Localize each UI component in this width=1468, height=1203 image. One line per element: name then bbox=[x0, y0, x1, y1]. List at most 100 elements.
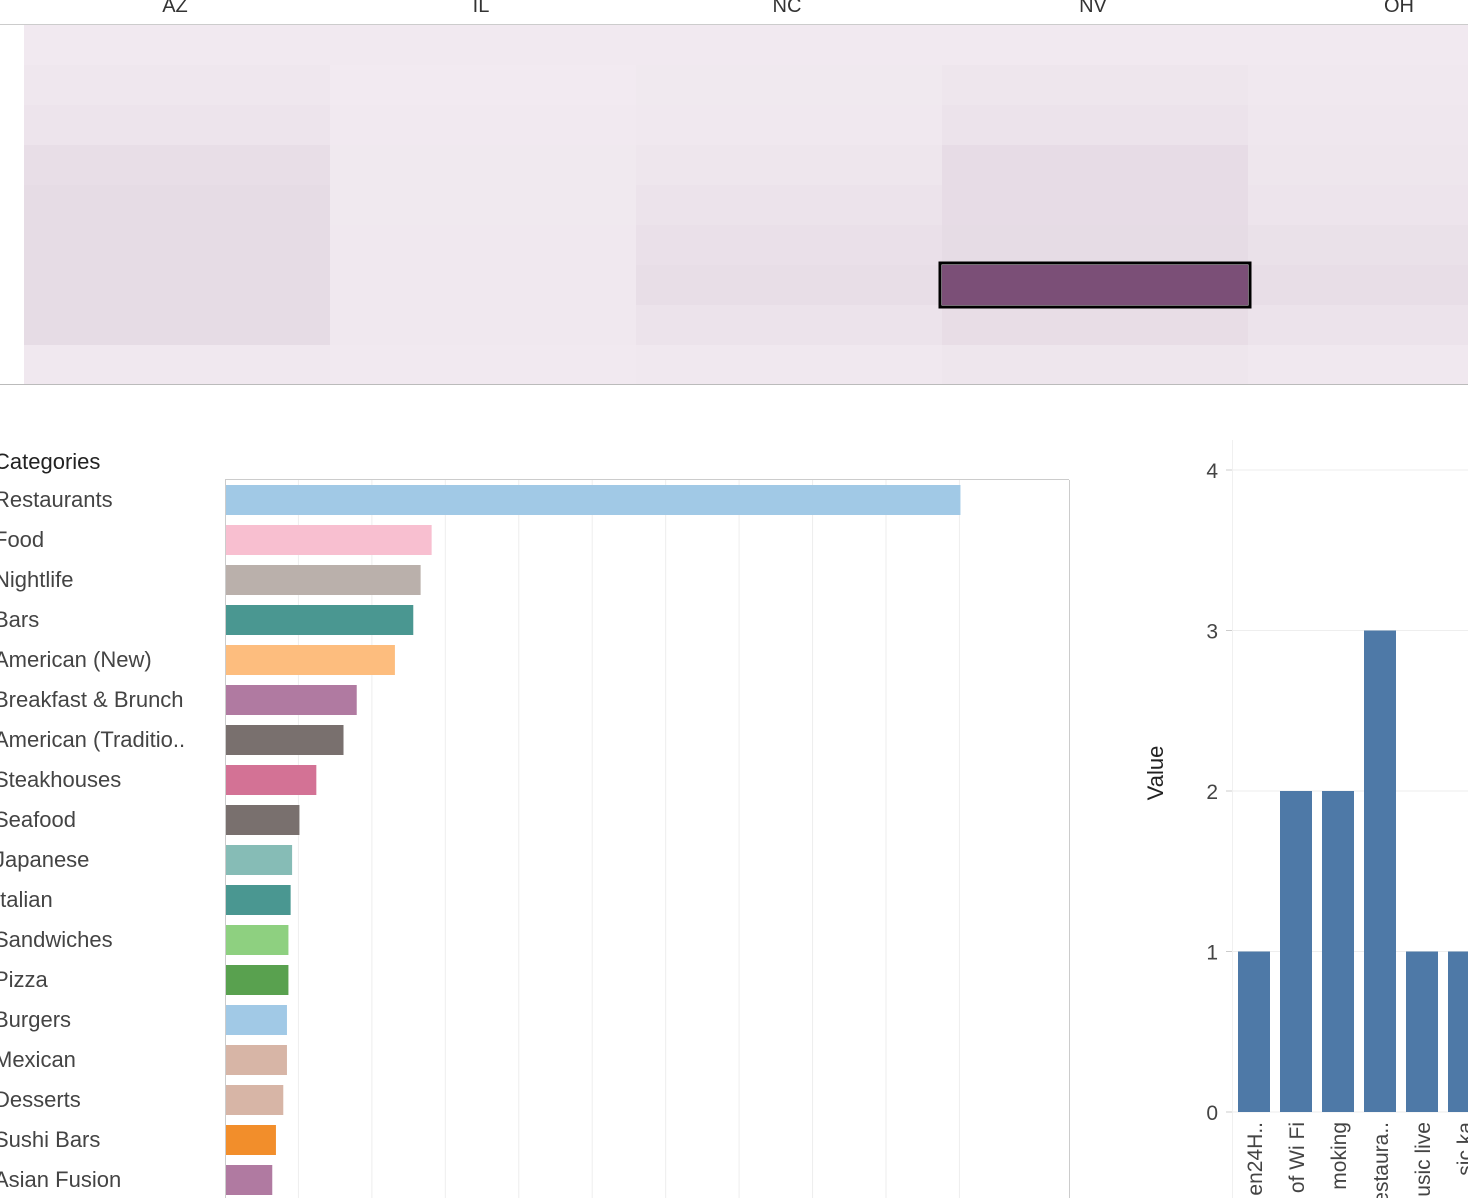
category-label: Bars bbox=[0, 607, 39, 632]
category-bar[interactable] bbox=[226, 525, 432, 555]
heatmap-cell[interactable] bbox=[24, 305, 330, 345]
category-bar[interactable] bbox=[226, 765, 317, 795]
heatmap-cell[interactable] bbox=[942, 25, 1248, 65]
category-label: Nightlife bbox=[0, 567, 73, 592]
category-bar[interactable] bbox=[226, 565, 421, 595]
category-bar[interactable] bbox=[226, 485, 961, 515]
category-bar[interactable] bbox=[226, 685, 357, 715]
category-label: Breakfast & Brunch bbox=[0, 687, 184, 712]
category-bar[interactable] bbox=[226, 885, 291, 915]
value-category-label: usic live bbox=[1412, 1122, 1435, 1197]
category-label: Desserts bbox=[0, 1087, 81, 1112]
value-bar[interactable] bbox=[1280, 791, 1312, 1112]
heatmap-column-label: NV bbox=[1079, 0, 1107, 17]
value-tick-label: 3 bbox=[1206, 621, 1218, 644]
category-bar[interactable] bbox=[226, 1005, 287, 1035]
category-bar[interactable] bbox=[226, 605, 414, 635]
state-heatmap: AZ IL NC NV OH bbox=[0, 0, 1468, 400]
heatmap-cell[interactable] bbox=[942, 225, 1248, 265]
heatmap-cell[interactable] bbox=[330, 25, 636, 65]
heatmap-cell[interactable] bbox=[636, 25, 942, 65]
heatmap-cell-selected[interactable] bbox=[942, 265, 1248, 305]
heatmap-cell[interactable] bbox=[330, 185, 636, 225]
value-category-label: moking bbox=[1328, 1122, 1351, 1190]
value-axis-title: Value bbox=[1143, 746, 1168, 801]
heatmap-column-label: AZ bbox=[162, 0, 188, 17]
heatmap-cell[interactable] bbox=[330, 305, 636, 345]
heatmap-cell[interactable] bbox=[942, 305, 1248, 345]
category-bar[interactable] bbox=[226, 645, 395, 675]
value-bar[interactable] bbox=[1238, 951, 1270, 1113]
heatmap-cell[interactable] bbox=[1248, 65, 1468, 105]
heatmap-cell[interactable] bbox=[942, 185, 1248, 225]
heatmap-cell[interactable] bbox=[1248, 25, 1468, 65]
heatmap-cell[interactable] bbox=[1248, 225, 1468, 265]
heatmap-cell[interactable] bbox=[24, 265, 330, 305]
category-bar[interactable] bbox=[226, 805, 300, 835]
heatmap-cell[interactable] bbox=[1248, 145, 1468, 185]
heatmap-cell[interactable] bbox=[636, 305, 942, 345]
heatmap-cell[interactable] bbox=[24, 145, 330, 185]
heatmap-cell[interactable] bbox=[1248, 265, 1468, 305]
category-bar[interactable] bbox=[226, 925, 289, 955]
category-bar[interactable] bbox=[226, 965, 289, 995]
heatmap-cell[interactable] bbox=[330, 65, 636, 105]
category-label: Seafood bbox=[0, 807, 76, 832]
heatmap-cell[interactable] bbox=[636, 265, 942, 305]
heatmap-column-label: IL bbox=[473, 0, 490, 17]
value-bar[interactable] bbox=[1448, 951, 1468, 1113]
heatmap-cell[interactable] bbox=[330, 345, 636, 385]
category-label: American (New) bbox=[0, 647, 152, 672]
category-bar[interactable] bbox=[226, 1165, 273, 1195]
value-column-chart: 0 1 2 3 4 Value en24H.. of Wi Fi moking estaura..… bbox=[1120, 430, 1468, 1203]
category-label: Japanese bbox=[0, 847, 89, 872]
category-bar[interactable] bbox=[226, 725, 344, 755]
heatmap-cell[interactable] bbox=[330, 105, 636, 145]
value-bar[interactable] bbox=[1406, 951, 1438, 1113]
heatmap-cell[interactable] bbox=[942, 345, 1248, 385]
heatmap-cell[interactable] bbox=[1248, 345, 1468, 385]
heatmap-column-label: NC bbox=[773, 0, 802, 17]
heatmap-cell[interactable] bbox=[636, 65, 942, 105]
heatmap-cell[interactable] bbox=[24, 225, 330, 265]
category-bar[interactable] bbox=[226, 1045, 287, 1075]
heatmap-cell[interactable] bbox=[1248, 185, 1468, 225]
value-category-label: en24H.. bbox=[1244, 1122, 1267, 1196]
value-bar[interactable] bbox=[1364, 630, 1396, 1113]
heatmap-cell[interactable] bbox=[636, 345, 942, 385]
heatmap-cell[interactable] bbox=[636, 105, 942, 145]
value-category-label: estaura.. bbox=[1370, 1122, 1393, 1198]
heatmap-cell[interactable] bbox=[1248, 305, 1468, 345]
value-category-label: of Wi Fi bbox=[1286, 1122, 1309, 1193]
category-label: Asian Fusion bbox=[0, 1167, 121, 1192]
category-bar[interactable] bbox=[226, 1125, 276, 1155]
heatmap-cell[interactable] bbox=[24, 25, 330, 65]
heatmap-cell[interactable] bbox=[24, 105, 330, 145]
categories-chart-svg: Categories Restaurants Food Nightlife Bars Am… bbox=[0, 449, 1070, 1198]
heatmap-cell[interactable] bbox=[330, 145, 636, 185]
category-label: Food bbox=[0, 527, 44, 552]
heatmap-cell[interactable] bbox=[636, 185, 942, 225]
heatmap-cell[interactable] bbox=[636, 145, 942, 185]
category-label: Restaurants bbox=[0, 487, 113, 512]
category-label: Sushi Bars bbox=[0, 1127, 100, 1152]
value-tick-label: 0 bbox=[1206, 1102, 1218, 1125]
heatmap-cell[interactable] bbox=[24, 345, 330, 385]
value-category-label: sic ka bbox=[1454, 1122, 1468, 1176]
heatmap-cell[interactable] bbox=[1248, 105, 1468, 145]
heatmap-cell[interactable] bbox=[330, 225, 636, 265]
heatmap-cell[interactable] bbox=[942, 145, 1248, 185]
heatmap-cell[interactable] bbox=[330, 265, 636, 305]
value-tick-label: 2 bbox=[1206, 781, 1218, 804]
heatmap-cell[interactable] bbox=[24, 65, 330, 105]
heatmap-cell[interactable] bbox=[942, 105, 1248, 145]
value-bar[interactable] bbox=[1322, 791, 1354, 1112]
heatmap-cell[interactable] bbox=[942, 65, 1248, 105]
category-label: Burgers bbox=[0, 1007, 71, 1032]
category-bar[interactable] bbox=[226, 845, 293, 875]
heatmap-cell[interactable] bbox=[24, 185, 330, 225]
heatmap-cell[interactable] bbox=[636, 225, 942, 265]
category-bar[interactable] bbox=[226, 1085, 284, 1115]
category-label: Sandwiches bbox=[0, 927, 113, 952]
category-label: American (Traditio.. bbox=[0, 727, 185, 752]
